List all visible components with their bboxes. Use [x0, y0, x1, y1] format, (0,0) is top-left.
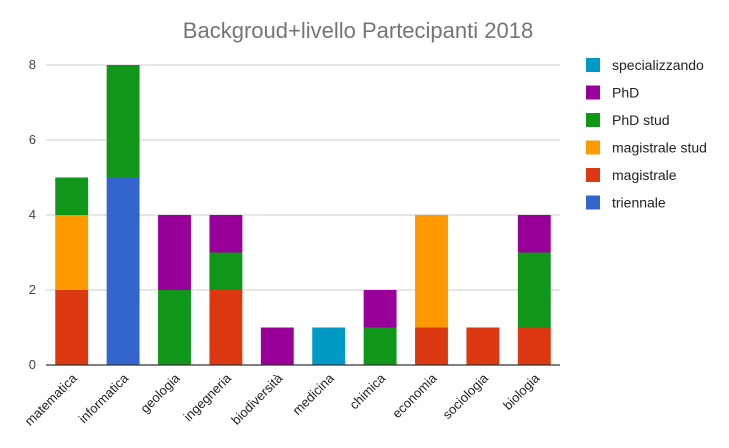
bar-segment: [106, 65, 140, 178]
y-tick-label: 8: [29, 57, 36, 72]
bar-segment: [415, 327, 448, 365]
bar-segment: [55, 177, 89, 215]
legend-item: PhD: [586, 85, 639, 101]
x-tick-label: medicina: [289, 370, 337, 418]
legend-swatch: [586, 195, 600, 210]
y-tick-label: 2: [29, 282, 36, 297]
bar-segment: [55, 215, 89, 290]
legend-swatch: [586, 85, 600, 100]
y-tick-label: 0: [29, 357, 36, 372]
legend-label: triennale: [612, 195, 666, 211]
legend-swatch: [586, 58, 600, 72]
x-tick-label: ingegneria: [180, 370, 234, 424]
legend-item: magistrale: [586, 167, 677, 183]
bar-segment: [260, 327, 294, 365]
bar-segment: [517, 252, 551, 328]
bar-segment: [363, 290, 397, 328]
bar-segment: [209, 290, 243, 365]
x-tick-label: sociologia: [440, 370, 492, 422]
bar-segment: [466, 327, 500, 365]
bar-segment: [517, 215, 551, 253]
bar-segment: [209, 252, 243, 290]
bar-segment: [517, 327, 551, 365]
legend-label: PhD stud: [612, 112, 670, 128]
bar-segment: [312, 327, 346, 365]
x-tick-label: matematica: [22, 370, 81, 429]
legend-swatch: [586, 140, 600, 155]
legend-label: PhD: [612, 85, 639, 101]
legend-swatch: [586, 168, 600, 182]
bar-segment: [55, 290, 89, 365]
y-axis-ticks: 0 2 4 6 8: [29, 57, 36, 372]
legend-swatch: [586, 113, 600, 127]
legend-item: specializzando: [586, 57, 704, 73]
bar-segment: [106, 177, 140, 365]
chart-title: Backgroud+livello Partecipanti 2018: [183, 18, 533, 43]
y-tick-label: 6: [29, 132, 36, 147]
y-tick-label: 4: [29, 207, 36, 222]
legend-label: magistrale: [612, 167, 677, 183]
legend-item: magistrale stud: [586, 140, 707, 156]
x-tick-label: biodiversità: [228, 370, 286, 428]
x-tick-label: chimica: [346, 370, 388, 412]
bar-segment: [158, 215, 191, 290]
bars: [55, 65, 551, 365]
legend-item: triennale: [586, 195, 666, 211]
x-tick-label: geologia: [137, 370, 183, 416]
legend-item: PhD stud: [586, 112, 670, 128]
legend: specializzando PhD PhD stud magistrale stud…: [586, 57, 707, 211]
bar-segment: [415, 215, 448, 328]
x-tick-label: informatica: [76, 370, 132, 426]
bar-segment: [158, 290, 191, 365]
bar-segment: [209, 215, 243, 253]
legend-label: magistrale stud: [612, 140, 707, 156]
x-tick-label: economia: [389, 370, 440, 421]
bar-segment: [363, 327, 397, 365]
x-tick-label: biologia: [500, 370, 543, 413]
legend-label: specializzando: [612, 57, 704, 73]
